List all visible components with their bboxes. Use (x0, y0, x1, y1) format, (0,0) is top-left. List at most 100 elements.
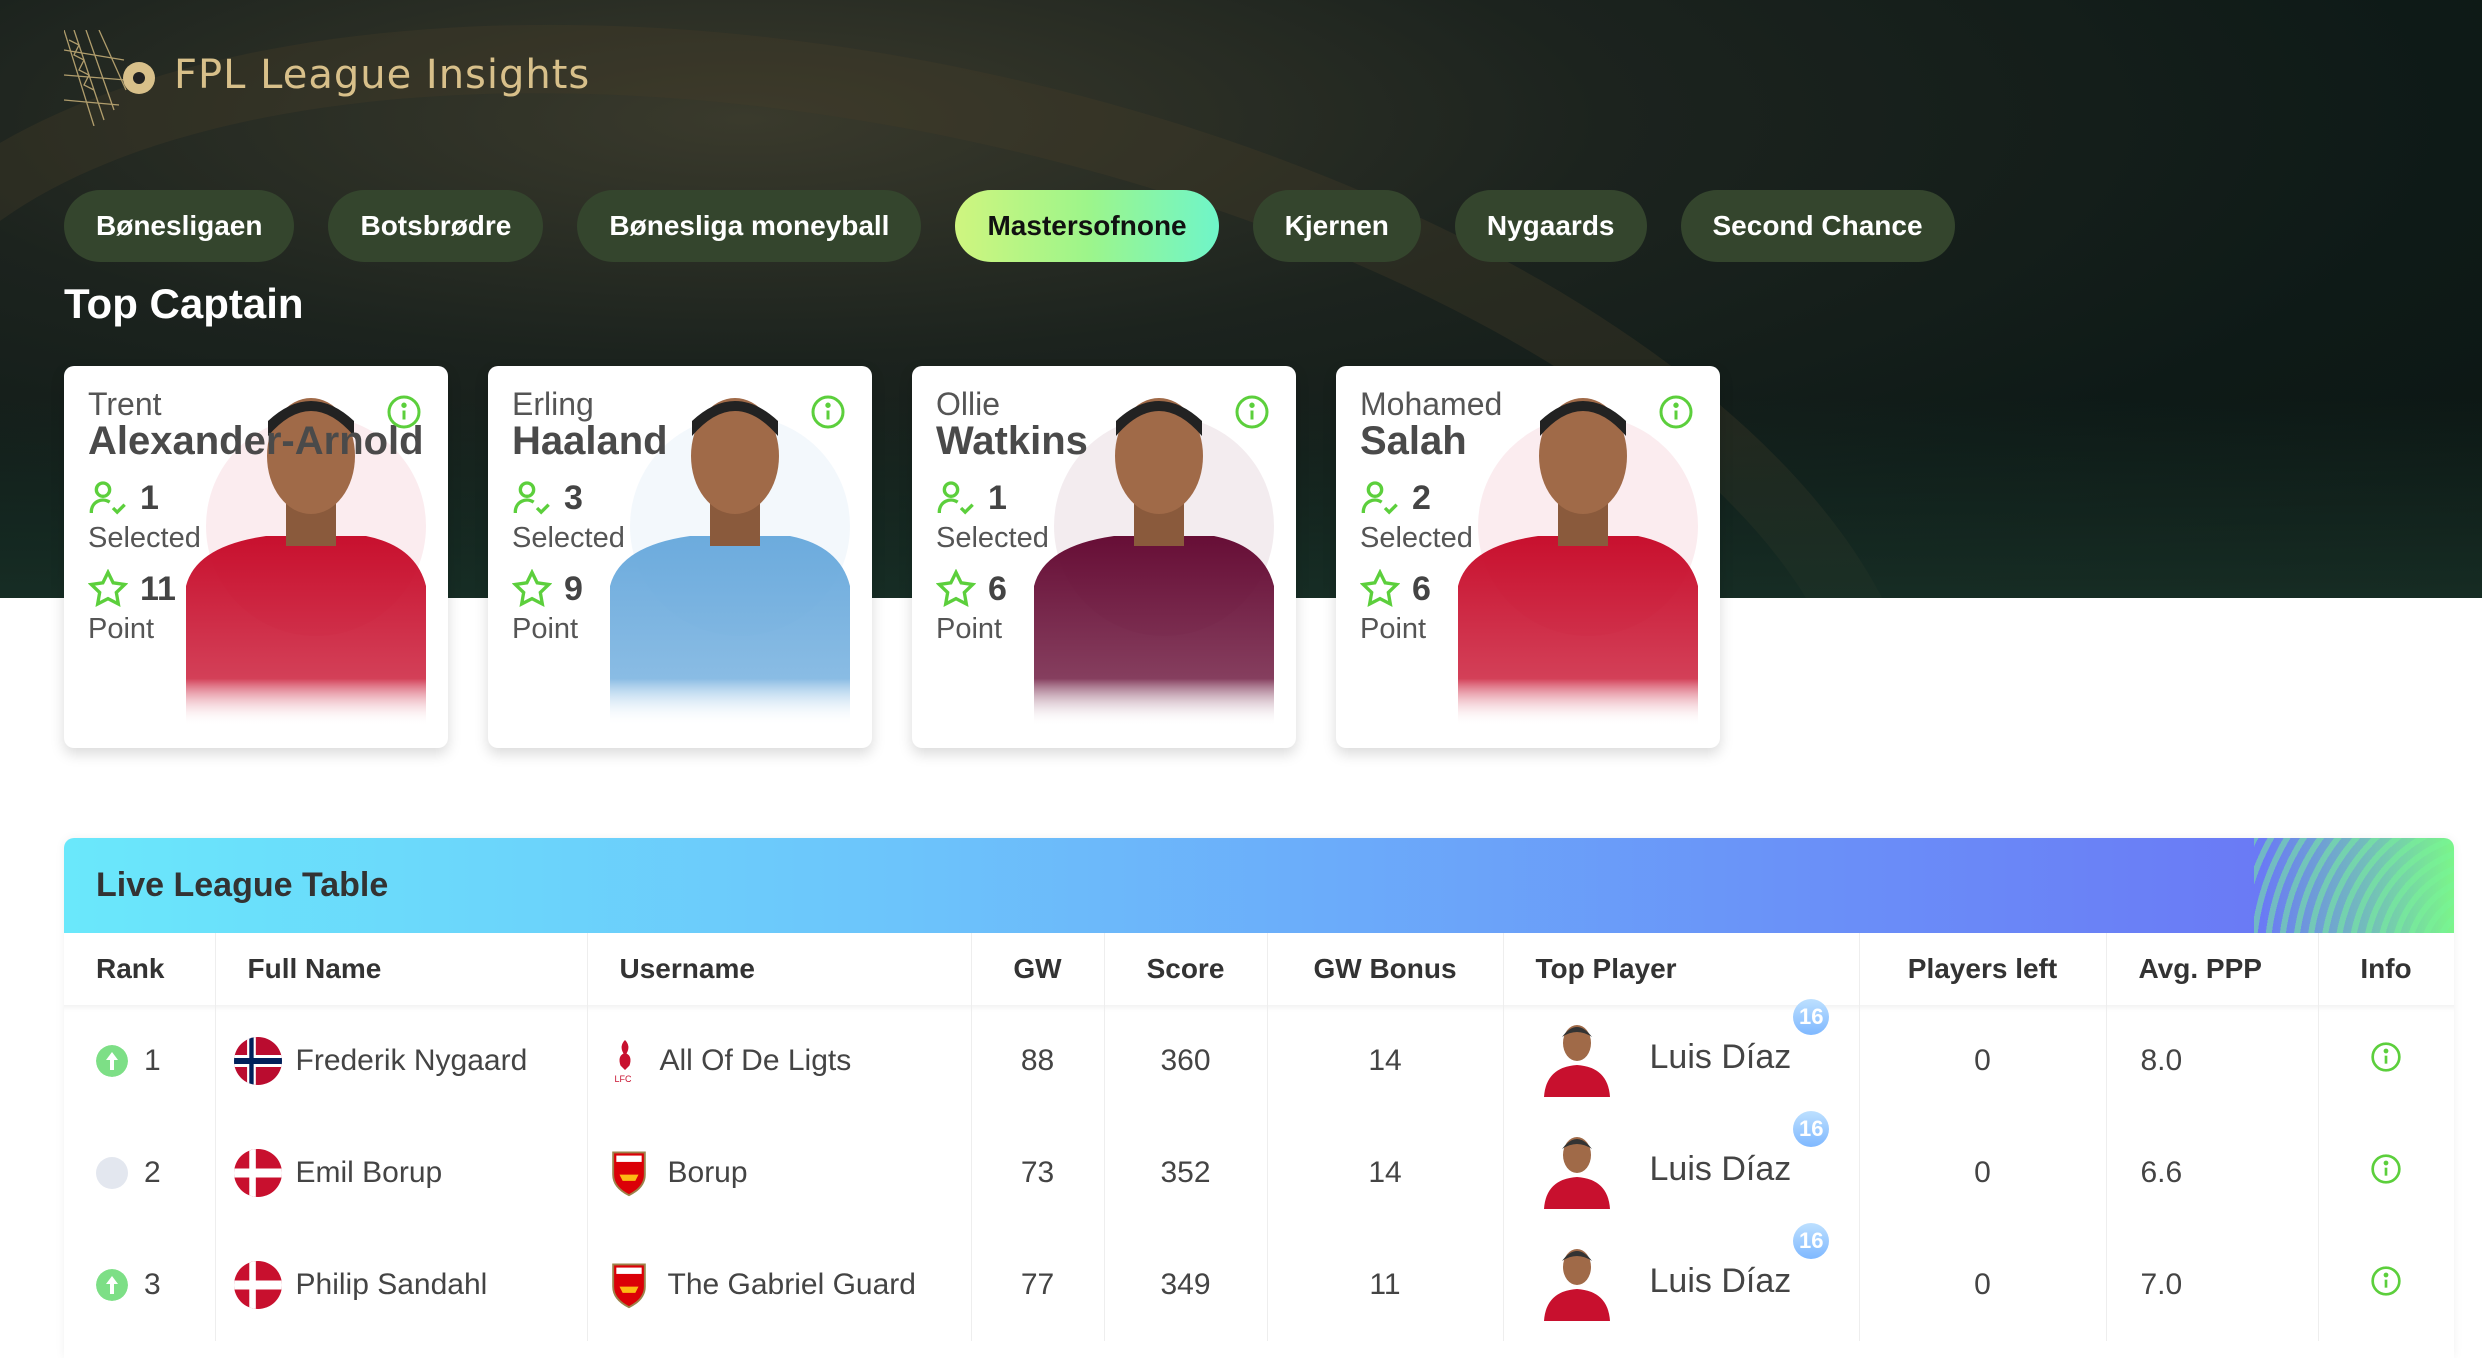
rank: 3 (144, 1268, 161, 1301)
info-icon[interactable] (2370, 1041, 2402, 1081)
player-last-name: Alexander-Arnold (88, 419, 424, 463)
info-icon[interactable] (810, 394, 846, 430)
player-last-name: Watkins (936, 419, 1088, 463)
app-title: FPL League Insights (174, 52, 591, 98)
tab-bønesligaen[interactable]: Bønesligaen (64, 190, 295, 262)
top-player-name: Luis Díaz (1649, 1037, 1792, 1076)
info-icon[interactable] (2370, 1153, 2402, 1193)
column-header[interactable]: Info (2318, 933, 2454, 1005)
denmark-flag-icon (233, 1149, 282, 1197)
info-icon[interactable] (1658, 394, 1694, 430)
column-header[interactable]: Full Name (215, 933, 588, 1005)
selected-label: Selected (936, 522, 1049, 554)
selected-count: 1 (140, 478, 159, 517)
top-player-badge: 16 (1793, 1111, 1830, 1147)
column-header[interactable]: GW (971, 933, 1105, 1005)
score: 352 (1104, 1117, 1268, 1229)
captain-card[interactable]: Erling Haaland 3 Selected 9 Point (488, 366, 872, 748)
tab-mastersofnone[interactable]: Mastersofnone (955, 190, 1219, 262)
player-first-name: Erling (512, 386, 594, 422)
selected-count: 2 (1412, 478, 1431, 517)
gw-bonus: 11 (1267, 1229, 1504, 1341)
column-header[interactable]: Top Player (1503, 933, 1860, 1005)
user-check-icon (937, 481, 974, 515)
point-label: Point (1360, 613, 1427, 645)
rank-up-icon (96, 1269, 128, 1301)
players-left: 0 (1859, 1117, 2107, 1229)
top-player-badge: 16 (1793, 1223, 1830, 1259)
avg-ppp: 7.0 (2106, 1229, 2319, 1341)
players-left: 0 (1859, 1229, 2107, 1341)
table-header-row: Rank Full Name Username GW Score GW Bonus Top … (64, 933, 2454, 1005)
arsenal-crest-icon (611, 1151, 646, 1197)
players-left: 0 (1859, 1005, 2107, 1117)
top-player-name: Luis Díaz (1649, 1149, 1792, 1188)
tab-bønesliga-moneyball[interactable]: Bønesliga moneyball (577, 190, 922, 262)
info-icon[interactable] (2370, 1265, 2402, 1305)
captain-card[interactable]: Mohamed Salah 2 Selected 6 Point (1336, 366, 1720, 748)
column-header[interactable]: Rank (64, 933, 216, 1005)
captain-info: Ollie Watkins 1 Selected 6 Point (936, 386, 1088, 646)
player-first-name: Ollie (936, 386, 1001, 422)
captain-points: 6 (988, 569, 1007, 608)
captain-points: 6 (1412, 569, 1431, 608)
star-icon (88, 569, 128, 608)
arsenal-crest-icon (611, 1263, 646, 1309)
point-label: Point (512, 613, 579, 645)
selected-count: 1 (988, 478, 1007, 517)
username[interactable]: All Of De Ligts (659, 1044, 852, 1077)
live-league-table: Live League Table Rank Full Name Username G… (64, 838, 2454, 1358)
norway-flag-icon (233, 1037, 282, 1085)
column-header[interactable]: Score (1104, 933, 1268, 1005)
selected-label: Selected (88, 522, 201, 554)
tab-nygaards[interactable]: Nygaards (1454, 190, 1647, 262)
captain-info: Mohamed Salah 2 Selected 6 Point (1360, 386, 1502, 646)
user-check-icon (89, 481, 126, 515)
username[interactable]: The Gabriel Guard (667, 1268, 916, 1301)
top-player-photo (1543, 1025, 1610, 1097)
top-player-photo (1543, 1137, 1610, 1209)
star-icon (512, 569, 552, 608)
selected-label: Selected (512, 522, 625, 554)
avg-ppp: 6.6 (2106, 1117, 2319, 1229)
tab-botsbrødre[interactable]: Botsbrødre (328, 190, 544, 262)
gw-points: 73 (971, 1117, 1105, 1229)
tab-kjernen[interactable]: Kjernen (1252, 190, 1421, 262)
top-captain-cards: Trent Alexander-Arnold 1 Selected 11 Poi… (64, 366, 1720, 748)
football-net-logo (64, 30, 155, 126)
rank: 2 (144, 1156, 161, 1189)
user-check-icon (1361, 481, 1398, 515)
username[interactable]: Borup (667, 1156, 748, 1189)
player-photo (610, 398, 850, 726)
captain-card[interactable]: Ollie Watkins 1 Selected 6 Point (912, 366, 1296, 748)
column-header[interactable]: Players left (1859, 933, 2107, 1005)
player-first-name: Trent (88, 386, 162, 422)
column-header[interactable]: Username (587, 933, 972, 1005)
point-label: Point (936, 613, 1003, 645)
info-icon[interactable] (1234, 394, 1270, 430)
captain-info: Trent Alexander-Arnold 1 Selected 11 Poi… (88, 386, 424, 646)
player-last-name: Haaland (512, 419, 668, 463)
player-photo (186, 398, 426, 726)
column-header[interactable]: Avg. PPP (2106, 933, 2319, 1005)
full-name: Philip Sandahl (295, 1268, 488, 1301)
captain-points: 11 (140, 569, 176, 608)
star-icon (1360, 569, 1400, 608)
table-row[interactable]: 2 Emil Borup Borup 73 352 14 Luis Díaz 16… (64, 1111, 2454, 1229)
table-row[interactable]: 1 Frederik Nygaard LFC All Of De Ligts 88… (64, 999, 2454, 1117)
player-photo (1034, 398, 1274, 726)
league-tabs: Bønesligaen Botsbrødre Bønesliga moneyball… (64, 190, 1955, 262)
liverpool-crest-icon: LFC (614, 1040, 632, 1084)
column-header[interactable]: GW Bonus (1267, 933, 1504, 1005)
table-row[interactable]: 3 Philip Sandahl The Gabriel Guard 77 34… (64, 1223, 2454, 1341)
captain-card[interactable]: Trent Alexander-Arnold 1 Selected 11 Poi… (64, 366, 448, 748)
rank-same-icon (96, 1157, 128, 1189)
star-icon (936, 569, 976, 608)
score: 360 (1104, 1005, 1268, 1117)
avg-ppp: 8.0 (2106, 1005, 2319, 1117)
player-first-name: Mohamed (1360, 386, 1503, 422)
tab-second-chance[interactable]: Second Chance (1680, 190, 1955, 262)
gw-points: 88 (971, 1005, 1105, 1117)
score: 349 (1104, 1229, 1268, 1341)
info-icon[interactable] (386, 394, 422, 430)
